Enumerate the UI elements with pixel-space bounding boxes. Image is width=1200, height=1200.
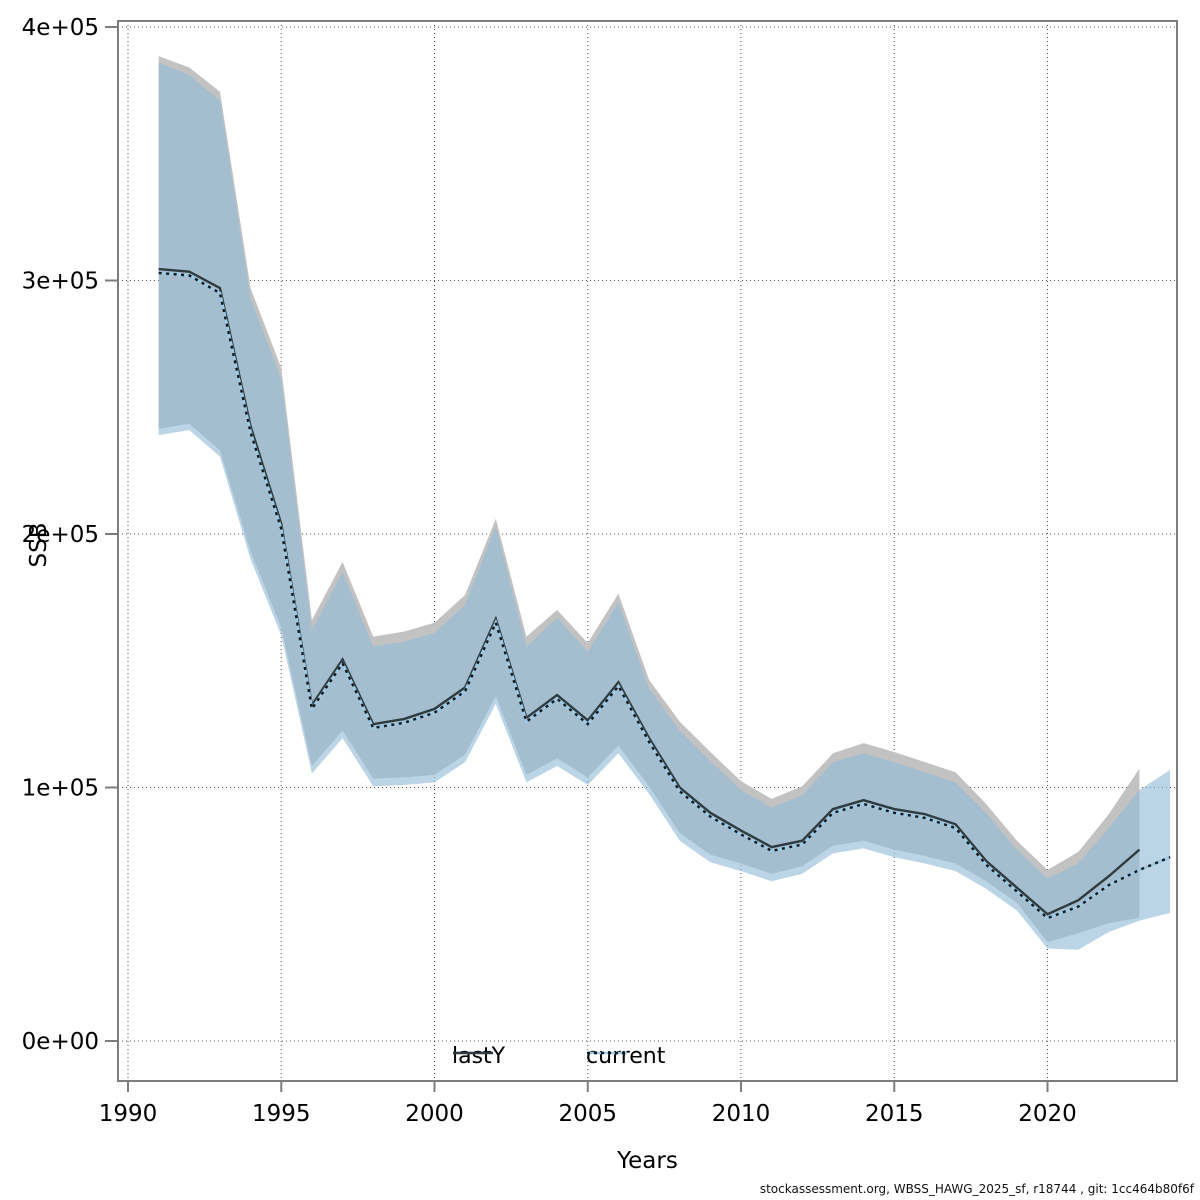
attribution-footer: stockassessment.org, WBSS_HAWG_2025_sf, … <box>759 1182 1194 1196</box>
x-tick-label-1990: 1990 <box>99 1101 158 1127</box>
y-tick-label-200000: 2e+05 <box>22 522 99 548</box>
y-tick-label-100000: 1e+05 <box>22 776 99 802</box>
legend-item-lasty: lastY <box>452 1043 505 1069</box>
lasty-median-line <box>158 267 1141 916</box>
legend-label-current: current <box>586 1043 666 1069</box>
legend-item-current: current <box>586 1043 665 1069</box>
current-median-underlay-line <box>158 271 1171 920</box>
current-confidence-band <box>158 62 1171 950</box>
current-line-sample-icon <box>587 1051 627 1055</box>
current-median-dotted-line <box>158 271 1171 920</box>
x-tick-label-2010: 2010 <box>712 1101 771 1127</box>
x-tick-label-1995: 1995 <box>252 1101 311 1127</box>
x-tick-label-2020: 2020 <box>1018 1101 1077 1127</box>
lasty-confidence-band <box>158 56 1140 943</box>
x-tick-label-2005: 2005 <box>558 1101 617 1127</box>
lasty-line-sample-icon <box>453 1051 493 1055</box>
y-tick-label-0: 0e+00 <box>22 1029 99 1055</box>
y-tick-label-300000: 3e+05 <box>22 269 99 295</box>
series-layer <box>158 56 1171 950</box>
x-tick-label-2015: 2015 <box>865 1101 924 1127</box>
plot-frame <box>117 20 1178 1082</box>
legend-label-lasty: lastY <box>452 1043 506 1069</box>
y-axis-title: SSB <box>26 522 52 568</box>
x-axis-title: Years <box>617 1148 678 1174</box>
x-tick-label-2000: 2000 <box>405 1101 464 1127</box>
y-tick-label-400000: 4e+05 <box>22 15 99 41</box>
